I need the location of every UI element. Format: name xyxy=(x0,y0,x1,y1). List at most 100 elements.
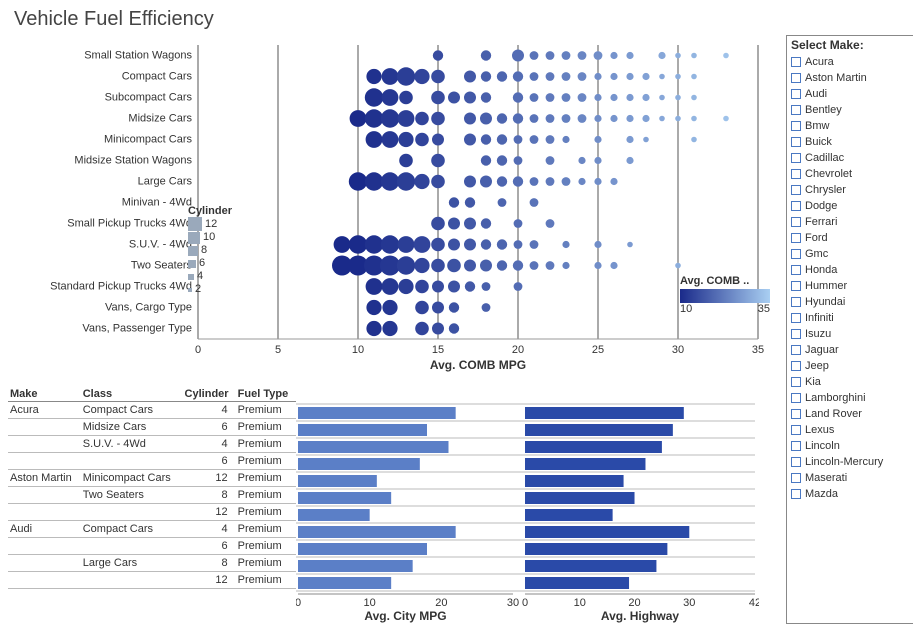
bubble-mark[interactable] xyxy=(399,91,413,105)
bubble-mark[interactable] xyxy=(530,135,539,144)
make-filter-item[interactable]: Isuzu xyxy=(791,326,913,342)
city-mpg-bar[interactable] xyxy=(298,424,427,436)
hwy-mpg-bar[interactable] xyxy=(525,509,613,521)
bubble-mark[interactable] xyxy=(626,94,633,101)
city-mpg-bar[interactable] xyxy=(298,509,370,521)
bubble-mark[interactable] xyxy=(691,74,697,80)
bubble-mark[interactable] xyxy=(397,67,415,85)
bubble-mark[interactable] xyxy=(481,50,491,60)
make-filter-item[interactable]: Lincoln-Mercury xyxy=(791,454,913,470)
make-filter-item[interactable]: Infiniti xyxy=(791,310,913,326)
bubble-mark[interactable] xyxy=(546,156,555,165)
bubble-mark[interactable] xyxy=(397,172,415,190)
bubble-mark[interactable] xyxy=(431,154,445,168)
city-mpg-bar[interactable] xyxy=(298,475,377,487)
bubble-mark[interactable] xyxy=(530,93,539,102)
bubble-mark[interactable] xyxy=(594,51,603,60)
bubble-mark[interactable] xyxy=(514,156,523,165)
bubble-mark[interactable] xyxy=(610,73,617,80)
bubble-mark[interactable] xyxy=(691,137,697,143)
bubble-mark[interactable] xyxy=(594,115,601,122)
bubble-mark[interactable] xyxy=(398,110,415,127)
bubble-mark[interactable] xyxy=(594,157,601,164)
make-filter-item[interactable]: Lexus xyxy=(791,422,913,438)
bubble-mark[interactable] xyxy=(415,301,429,315)
bubble-mark[interactable] xyxy=(414,258,429,273)
bubble-mark[interactable] xyxy=(480,113,492,125)
table-row[interactable]: AcuraCompact Cars4Premium xyxy=(8,402,296,419)
bubble-mark[interactable] xyxy=(562,51,571,60)
bubble-mark[interactable] xyxy=(464,92,476,104)
bubble-mark[interactable] xyxy=(626,136,633,143)
bubble-mark[interactable] xyxy=(366,278,383,295)
bubble-mark[interactable] xyxy=(659,74,665,80)
make-filter-item[interactable]: Lincoln xyxy=(791,438,913,454)
bubble-mark[interactable] xyxy=(513,260,523,270)
bubble-mark[interactable] xyxy=(530,114,539,123)
bubble-mark[interactable] xyxy=(464,260,476,272)
bubble-mark[interactable] xyxy=(365,88,383,106)
bubble-mark[interactable] xyxy=(481,239,491,249)
bubble-mark[interactable] xyxy=(415,322,429,336)
make-filter-item[interactable]: Aston Martin xyxy=(791,70,913,86)
bubble-mark[interactable] xyxy=(497,134,507,144)
bubble-mark[interactable] xyxy=(415,280,429,294)
bubble-mark[interactable] xyxy=(433,50,443,60)
bubble-mark[interactable] xyxy=(432,281,444,293)
bubble-mark[interactable] xyxy=(643,137,649,143)
bubble-mark[interactable] xyxy=(626,52,633,59)
make-filter-item[interactable]: Acura xyxy=(791,54,913,70)
bubble-mark[interactable] xyxy=(513,113,523,123)
make-filter-item[interactable]: Chrysler xyxy=(791,182,913,198)
bubble-mark[interactable] xyxy=(431,217,445,231)
bubble-mark[interactable] xyxy=(431,70,445,84)
make-filter-item[interactable]: Cadillac xyxy=(791,150,913,166)
bubble-mark[interactable] xyxy=(334,236,351,253)
table-row[interactable]: 6Premium xyxy=(8,538,296,555)
bubble-mark[interactable] xyxy=(578,51,587,60)
make-filter-item[interactable]: Hummer xyxy=(791,278,913,294)
bubble-mark[interactable] xyxy=(675,95,681,101)
bubble-mark[interactable] xyxy=(562,136,569,143)
bubble-mark[interactable] xyxy=(365,235,383,253)
bubble-mark[interactable] xyxy=(366,69,381,84)
bubble-mark[interactable] xyxy=(497,239,507,249)
bubble-mark[interactable] xyxy=(626,157,633,164)
bubble-mark[interactable] xyxy=(464,113,476,125)
bubble-mark[interactable] xyxy=(578,93,587,102)
bubble-mark[interactable] xyxy=(594,136,601,143)
bubble-mark[interactable] xyxy=(594,94,601,101)
bubble-mark[interactable] xyxy=(414,69,429,84)
bubble-mark[interactable] xyxy=(448,281,460,293)
bubble-mark[interactable] xyxy=(465,197,475,207)
bubble-mark[interactable] xyxy=(530,177,539,186)
bubble-mark[interactable] xyxy=(432,323,444,335)
hwy-mpg-bar[interactable] xyxy=(525,526,689,538)
bubble-mark[interactable] xyxy=(562,93,571,102)
bubble-mark[interactable] xyxy=(464,239,476,251)
bubble-mark[interactable] xyxy=(610,115,617,122)
bubble-mark[interactable] xyxy=(481,92,491,102)
bubble-mark[interactable] xyxy=(415,133,429,147)
bubble-mark[interactable] xyxy=(448,92,460,104)
bubble-mark[interactable] xyxy=(691,95,697,101)
table-row[interactable]: Midsize Cars6Premium xyxy=(8,419,296,436)
make-filter-item[interactable]: Hyundai xyxy=(791,294,913,310)
bubble-mark[interactable] xyxy=(513,176,523,186)
table-row[interactable]: Two Seaters8Premium xyxy=(8,487,296,504)
bubble-mark[interactable] xyxy=(659,95,665,101)
bubble-mark[interactable] xyxy=(349,172,367,190)
make-filter-item[interactable]: Ford xyxy=(791,230,913,246)
bubble-mark[interactable] xyxy=(594,262,601,269)
bubble-mark[interactable] xyxy=(414,236,431,253)
bubble-mark[interactable] xyxy=(431,259,445,273)
bubble-mark[interactable] xyxy=(481,155,491,165)
bubble-mark[interactable] xyxy=(530,261,539,270)
make-filter-item[interactable]: Kia xyxy=(791,374,913,390)
hwy-mpg-bar[interactable] xyxy=(525,475,624,487)
bubble-mark[interactable] xyxy=(691,53,697,59)
bubble-mark[interactable] xyxy=(464,134,476,146)
bubble-mark[interactable] xyxy=(512,50,524,62)
city-mpg-bar[interactable] xyxy=(298,492,391,504)
bubble-mark[interactable] xyxy=(562,241,569,248)
